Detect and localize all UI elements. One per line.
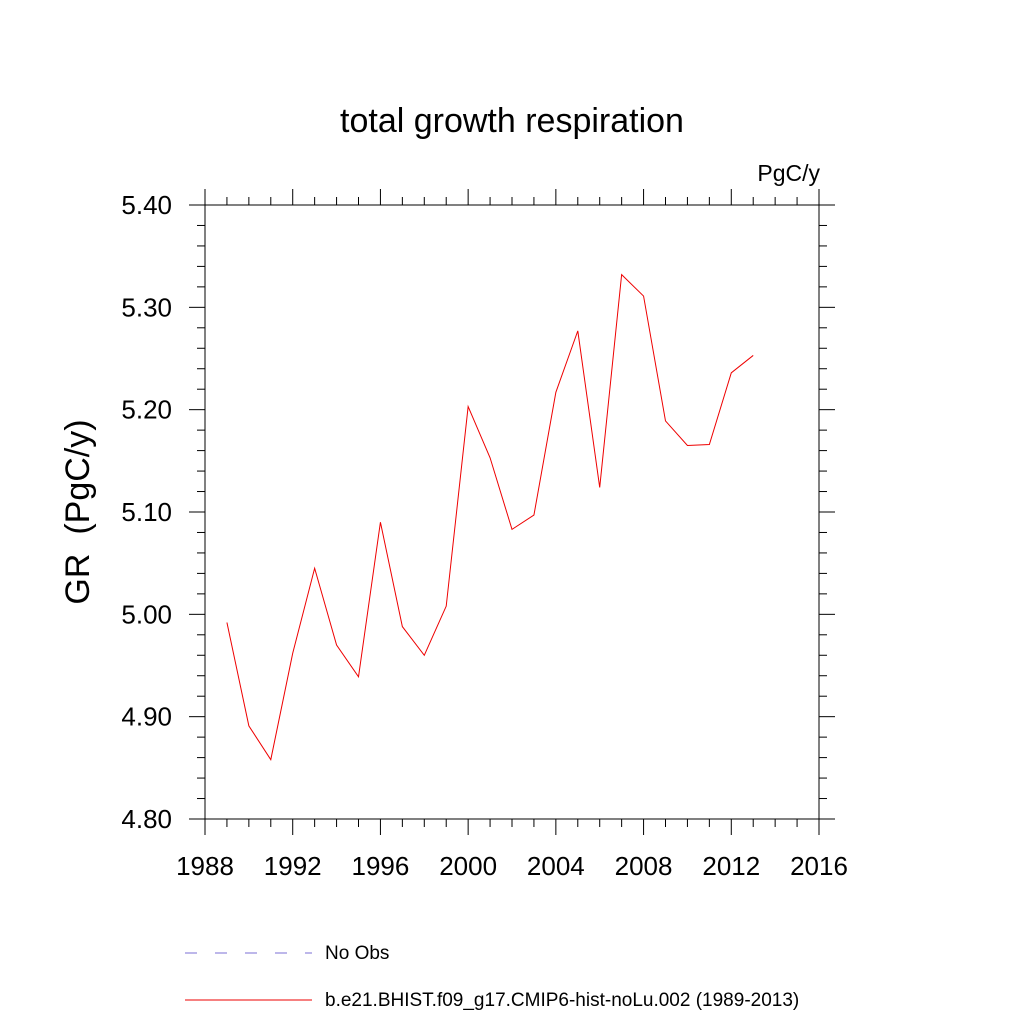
x-tick-label: 2000 (439, 851, 497, 881)
x-tick-labels: 1988 1992 1996 2000 2004 2008 2012 2016 (176, 851, 848, 881)
y-axis-label: GR (PgC/y) (59, 419, 97, 604)
chart-title: total growth respiration (340, 102, 684, 140)
legend-label-model: b.e21.BHIST.f09_g17.CMIP6-hist-noLu.002 … (325, 990, 799, 1011)
units-label: PgC/y (757, 160, 820, 186)
x-tick-label: 2012 (702, 851, 760, 881)
x-tick-label: 2004 (527, 851, 585, 881)
series-layer (226, 273, 754, 761)
x-tick-label: 2008 (615, 851, 673, 881)
y-tick-label: 4.80 (121, 804, 172, 834)
minor-ticks (197, 197, 827, 827)
legend: No Obs b.e21.BHIST.f09_g17.CMIP6-hist-no… (185, 943, 799, 1011)
x-tick-label: 1996 (352, 851, 410, 881)
x-tick-label: 2016 (790, 851, 848, 881)
y-tick-label: 5.10 (121, 497, 172, 527)
major-ticks (189, 189, 835, 835)
plot-frame (204, 204, 820, 820)
y-tick-label: 5.40 (121, 190, 172, 220)
y-tick-label: 5.30 (121, 292, 172, 322)
x-tick-label: 1992 (264, 851, 322, 881)
y-tick-label: 4.90 (121, 702, 172, 732)
y-tick-label: 5.20 (121, 395, 172, 425)
series-line (226, 273, 754, 761)
y-tick-label: 5.00 (121, 599, 172, 629)
y-tick-labels: 4.80 4.90 5.00 5.10 5.20 5.30 5.40 (121, 190, 172, 834)
x-tick-label: 1988 (176, 851, 234, 881)
legend-label-no-obs: No Obs (325, 943, 389, 964)
